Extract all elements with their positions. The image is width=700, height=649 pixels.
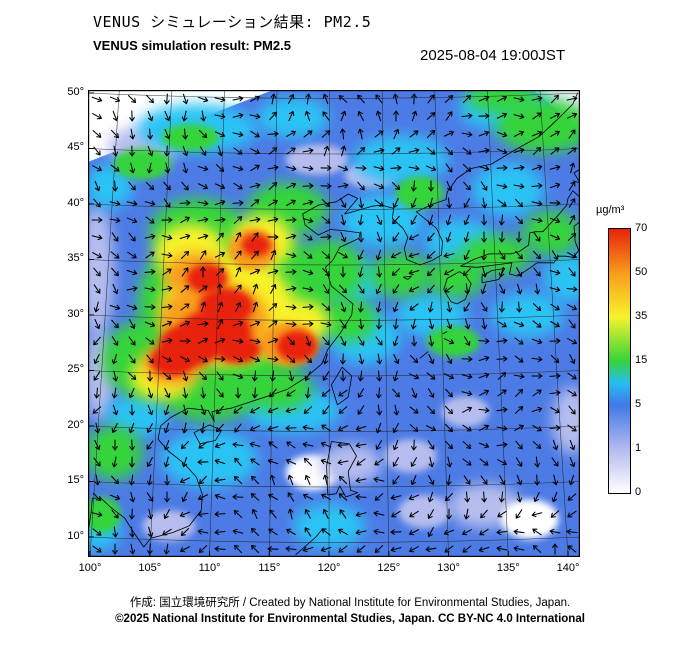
map-plot-area — [88, 90, 580, 557]
colorbar-tick-label: 5 — [635, 397, 642, 410]
y-tick-label: 20° — [67, 418, 84, 431]
page-title-english: VENUS simulation result: PM2.5 — [93, 38, 291, 53]
colorbar-tick-label: 50 — [635, 265, 648, 278]
colorbar-tick-label: 0 — [635, 485, 642, 498]
x-tick-label: 140° — [556, 562, 580, 574]
x-tick-label: 105° — [138, 562, 162, 574]
x-tick-label: 100° — [78, 562, 102, 574]
coastline-layer — [88, 92, 580, 556]
y-tick-label: 35° — [67, 252, 84, 265]
colorbar-tick-label: 15 — [635, 353, 648, 366]
credit-line: 作成: 国立環境研究所 / Created by National Instit… — [129, 597, 571, 609]
colorbar — [608, 228, 631, 494]
y-tick-label: 10° — [67, 529, 84, 542]
y-tick-label: 25° — [67, 363, 84, 376]
colorbar-tick-label: 70 — [635, 221, 648, 234]
x-tick-label: 125° — [377, 562, 401, 574]
colorbar-unit-label: µg/m³ — [596, 204, 625, 216]
y-tick-label: 15° — [67, 474, 84, 487]
colorbar-tick-label: 1 — [635, 441, 642, 454]
colorbar-tick-label: 35 — [635, 309, 648, 322]
y-tick-label: 50° — [67, 85, 84, 98]
y-tick-label: 30° — [67, 307, 84, 320]
x-tick-label: 135° — [496, 562, 520, 574]
y-tick-label: 40° — [67, 196, 84, 209]
x-tick-label: 115° — [258, 562, 281, 574]
map-border — [88, 90, 580, 557]
copyright-line: ©2025 National Institute for Environment… — [115, 613, 585, 625]
map-canvas — [88, 90, 580, 557]
x-tick-label: 130° — [437, 562, 460, 574]
x-tick-label: 120° — [317, 562, 341, 574]
wind-arrow-layer — [91, 93, 578, 555]
page-title-japanese: VENUS シミュレーション結果: PM2.5 — [93, 13, 372, 31]
x-tick-label: 110° — [198, 562, 221, 574]
y-tick-label: 45° — [67, 141, 84, 154]
timestamp: 2025-08-04 19:00JST — [420, 47, 566, 64]
